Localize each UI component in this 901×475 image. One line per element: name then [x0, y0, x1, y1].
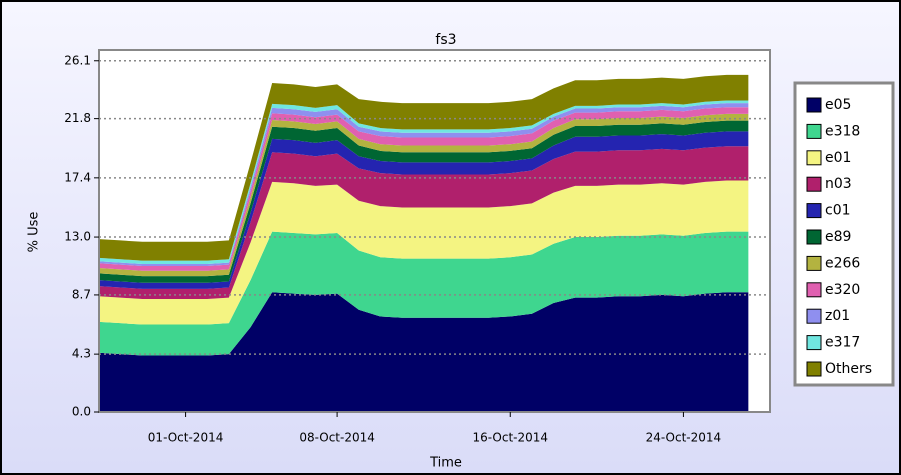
legend-label: e266 [825, 255, 860, 271]
y-tick-label: 13.0 [64, 230, 91, 244]
legend-label: e05 [825, 97, 851, 113]
legend-swatch [806, 335, 822, 351]
area [99, 74, 749, 261]
legend-label: e317 [825, 335, 860, 351]
legend-label: e318 [825, 123, 860, 139]
area [99, 292, 749, 412]
chart-title: fs3 [435, 32, 456, 48]
y-tick-label: 26.1 [64, 53, 91, 67]
legend-swatch [806, 123, 822, 139]
y-axis-label: % Use [27, 212, 42, 253]
area [99, 131, 749, 289]
x-tick-label: 24-Oct-2014 [646, 431, 722, 445]
legend-swatch [806, 361, 822, 377]
area [99, 146, 749, 299]
legend-label: e01 [825, 150, 851, 166]
area [99, 231, 749, 356]
y-tick-label: 8.7 [72, 287, 91, 301]
area [99, 120, 749, 283]
legend-label: e320 [825, 282, 860, 298]
legend-swatch [806, 255, 822, 271]
x-tick-label: 01-Oct-2014 [148, 431, 224, 445]
legend-swatch [806, 150, 822, 166]
x-axis-label: Time [429, 456, 462, 471]
legend-swatch [806, 308, 822, 324]
legend-label: n03 [825, 176, 852, 192]
x-tick-label: 16-Oct-2014 [472, 431, 548, 445]
y-tick-label: 21.8 [64, 111, 91, 125]
area [99, 107, 749, 271]
legend-swatch [806, 97, 822, 113]
legend-label: Others [825, 361, 872, 377]
legend-swatch [806, 282, 822, 298]
area [99, 103, 749, 266]
legend-label: c01 [825, 203, 851, 219]
area [99, 113, 749, 277]
legend-label: e89 [825, 229, 851, 245]
plot-border [98, 49, 771, 413]
x-tick-label: 08-Oct-2014 [299, 431, 375, 445]
y-tick-label: 17.4 [64, 170, 91, 184]
y-tick-label: 4.3 [72, 347, 91, 361]
legend-label: z01 [825, 308, 850, 324]
legend-swatch [806, 176, 822, 192]
legend-swatch [806, 203, 822, 219]
area [99, 180, 749, 325]
legend-swatch [806, 229, 822, 245]
areas [99, 74, 749, 412]
y-tick-label: 0.0 [72, 405, 91, 419]
